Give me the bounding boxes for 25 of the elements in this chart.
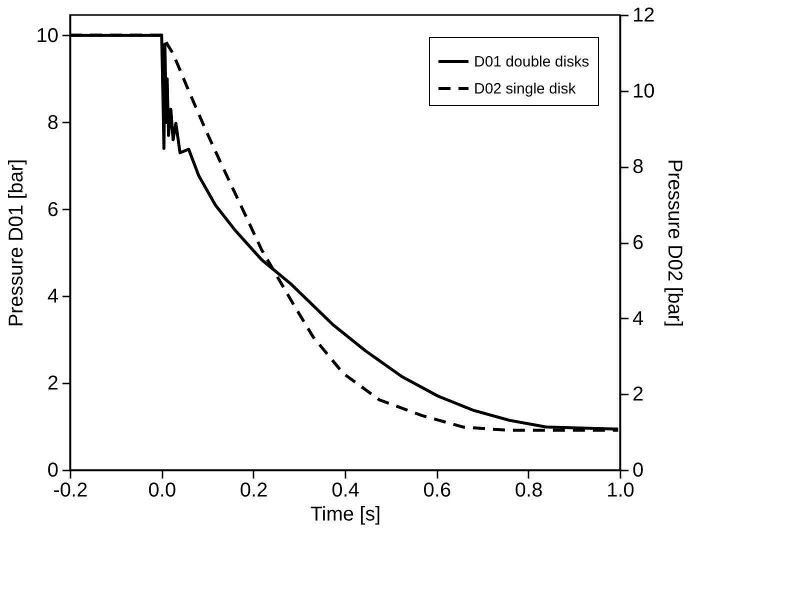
y-tick-label: 4 — [47, 286, 58, 308]
x-tick-label: -0.2 — [53, 480, 88, 502]
y2-tick-label: 10 — [632, 80, 655, 102]
x-tick-label: 0.2 — [240, 480, 268, 502]
legend-label: D01 double disks — [474, 54, 590, 70]
y-tick-label: 2 — [47, 372, 58, 395]
legend-label: D02 single disk — [474, 80, 576, 98]
y-tick-label: 8 — [47, 112, 58, 134]
y2-axis-title: Pressure D02 [bar] — [664, 159, 686, 327]
y-tick-label: 10 — [36, 24, 58, 47]
y2-tick-label: 4 — [632, 308, 644, 330]
y-axis-title: Pressure D01 [bar] — [5, 159, 28, 327]
x-axis-title: Time [s] — [310, 504, 381, 526]
x-tick-label: 0.0 — [148, 480, 176, 502]
y2-tick-label: 8 — [632, 156, 644, 178]
x-tick-label: 0.8 — [514, 480, 543, 502]
y2-tick-label: 12 — [632, 4, 655, 26]
y-tick-label: 0 — [47, 460, 58, 482]
y-tick-label: 6 — [47, 198, 58, 221]
x-tick-label: 1.0 — [606, 480, 634, 502]
x-tick-label: 0.6 — [423, 480, 452, 502]
x-tick-label: 0.4 — [332, 480, 360, 502]
y2-tick-label: 0 — [632, 460, 644, 482]
y2-tick-label: 2 — [632, 384, 644, 406]
y2-tick-label: 6 — [632, 232, 644, 254]
